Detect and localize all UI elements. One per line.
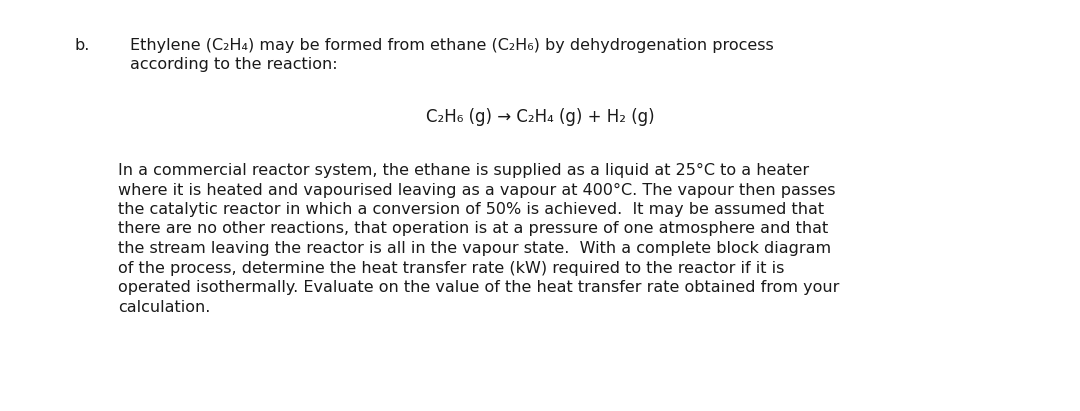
Text: Ethylene (C₂H₄) may be formed from ethane (C₂H₆) by dehydrogenation process: Ethylene (C₂H₄) may be formed from ethan… <box>130 38 773 53</box>
Text: of the process, determine the heat transfer rate (kW) required to the reactor if: of the process, determine the heat trans… <box>118 261 784 275</box>
Text: according to the reaction:: according to the reaction: <box>130 57 338 72</box>
Text: where it is heated and vapourised leaving as a vapour at 400°C. The vapour then : where it is heated and vapourised leavin… <box>118 182 836 198</box>
Text: the catalytic reactor in which a conversion of 50% is achieved.  It may be assum: the catalytic reactor in which a convers… <box>118 202 824 217</box>
Text: there are no other reactions, that operation is at a pressure of one atmosphere : there are no other reactions, that opera… <box>118 222 828 236</box>
Text: C₂H₆ (g) → C₂H₄ (g) + H₂ (g): C₂H₆ (g) → C₂H₄ (g) + H₂ (g) <box>426 108 654 126</box>
Text: b.: b. <box>75 38 91 53</box>
Text: the stream leaving the reactor is all in the vapour state.  With a complete bloc: the stream leaving the reactor is all in… <box>118 241 832 256</box>
Text: operated isothermally. Evaluate on the value of the heat transfer rate obtained : operated isothermally. Evaluate on the v… <box>118 280 839 295</box>
Text: In a commercial reactor system, the ethane is supplied as a liquid at 25°C to a : In a commercial reactor system, the etha… <box>118 163 809 178</box>
Text: calculation.: calculation. <box>118 300 211 314</box>
